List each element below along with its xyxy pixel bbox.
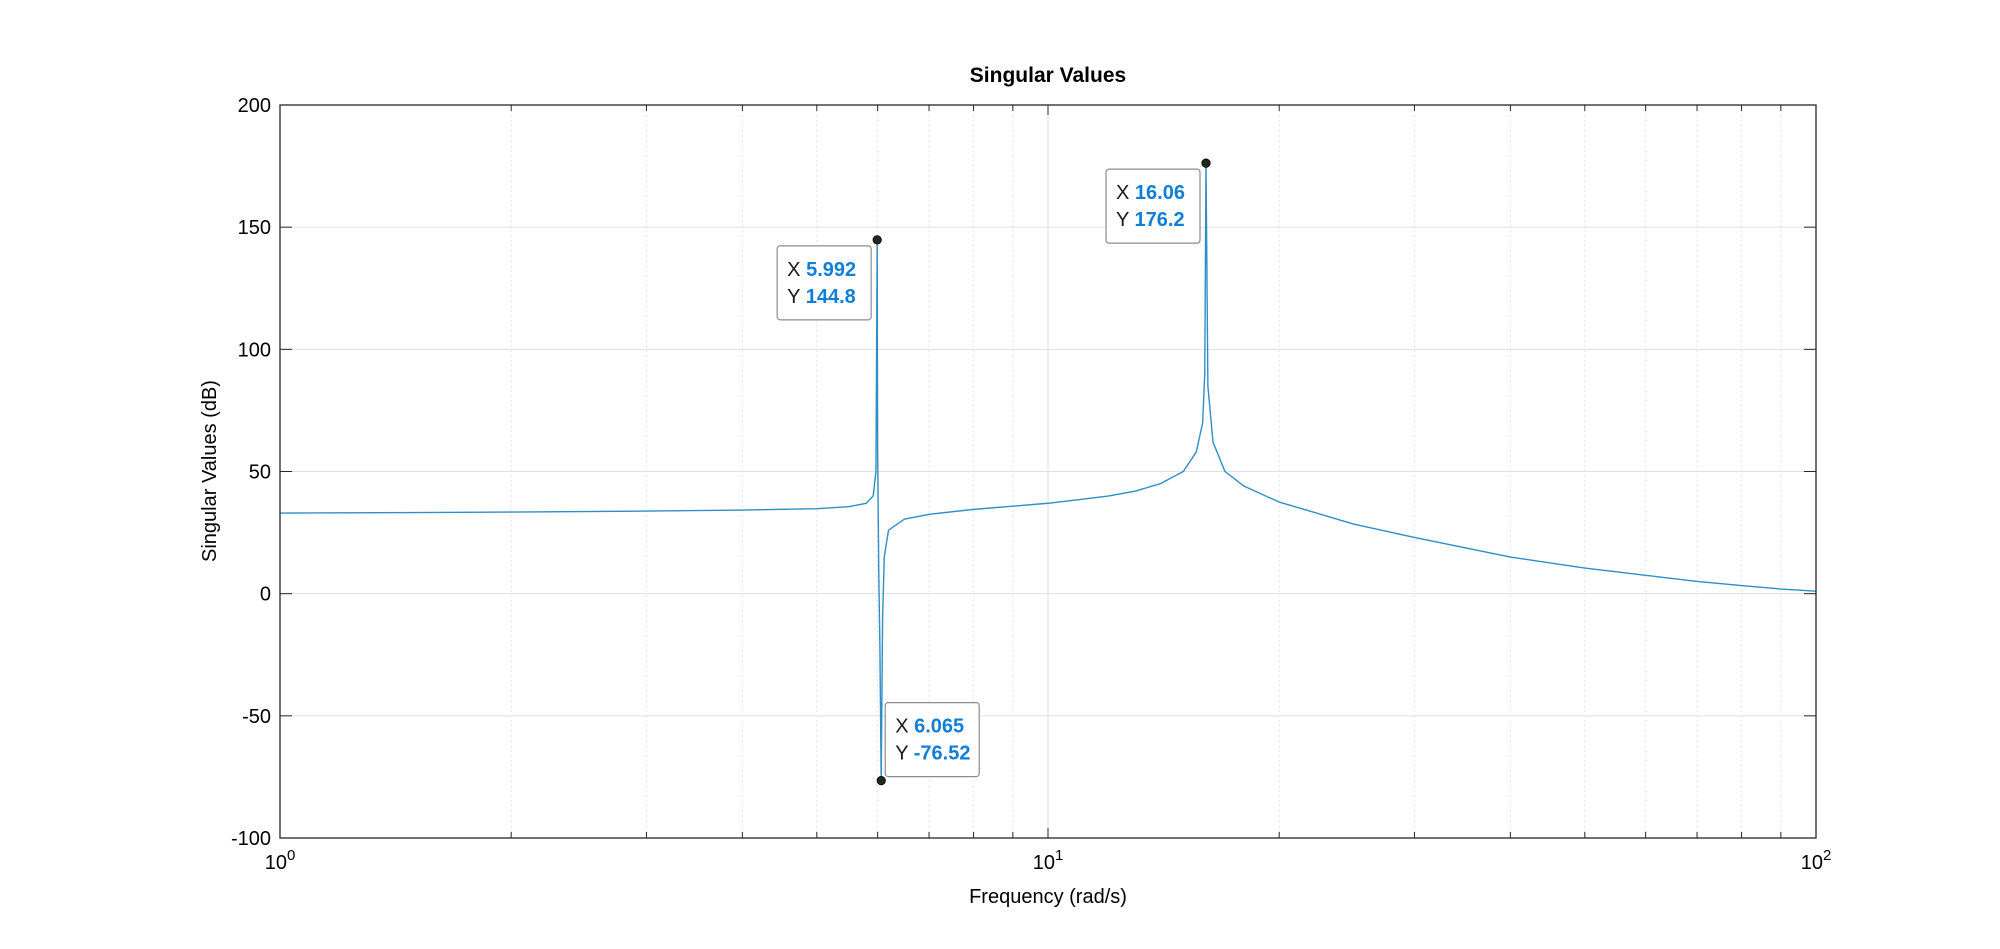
grid-lines — [280, 105, 1816, 838]
y-tick-label: 200 — [238, 95, 271, 117]
y-tick-label: 50 — [249, 462, 271, 484]
datatip-1[interactable]: X 16.06Y 176.2 — [1105, 158, 1211, 244]
datatip-marker — [876, 776, 886, 786]
y-tick-label: 150 — [238, 217, 271, 239]
datatip-box — [1105, 168, 1201, 244]
tick-labels: -100 -50 0 50 100 150 200 100 101 102 — [231, 95, 1831, 874]
tick-marks — [280, 104, 1816, 839]
datatip-box — [776, 245, 872, 321]
series-group — [279, 162, 1817, 782]
y-tick-label: -100 — [231, 828, 271, 850]
datatip-x-row: X 6.065 — [895, 716, 964, 738]
x-tick-label: 102 — [1801, 847, 1832, 874]
y-tick-label: 0 — [260, 584, 271, 606]
x-tick-label: 101 — [1033, 847, 1064, 874]
datatip-y-key: Y — [1116, 209, 1135, 231]
datatip-x-key: X — [1116, 182, 1135, 204]
datatip-x-value: 5.992 — [806, 259, 856, 281]
x-axis-label: Frequency (rad/s) — [969, 886, 1127, 908]
datatip-y-row: Y -76.52 — [895, 743, 970, 765]
y-tick-label: -50 — [242, 706, 271, 728]
datatip-y-value: 176.2 — [1135, 209, 1185, 231]
datatip-y-key: Y — [895, 743, 914, 765]
datatip-x-row: X 5.992 — [787, 259, 856, 281]
datatip-x-value: 6.065 — [914, 716, 964, 738]
datatip-y-key: Y — [787, 286, 806, 308]
datatip-x-value: 16.06 — [1135, 182, 1185, 204]
datatip-box — [884, 702, 980, 778]
y-axis-label: Singular Values (dB) — [199, 380, 221, 562]
datatip-y-value: 144.8 — [806, 286, 856, 308]
datatip-marker — [1201, 158, 1211, 168]
chart-title: Singular Values — [970, 64, 1126, 87]
datatip-x-key: X — [787, 259, 806, 281]
datatip-marker — [872, 235, 882, 245]
datatip-x-row: X 16.06 — [1116, 182, 1185, 204]
y-tick-label: 100 — [238, 339, 271, 361]
datatip-y-value: -76.52 — [914, 743, 971, 765]
datatip-x-key: X — [895, 716, 914, 738]
datatip-y-row: Y 144.8 — [787, 286, 856, 308]
series-line-0 — [279, 162, 1817, 782]
x-tick-label: 100 — [265, 847, 296, 874]
datatip-y-row: Y 176.2 — [1116, 209, 1185, 231]
